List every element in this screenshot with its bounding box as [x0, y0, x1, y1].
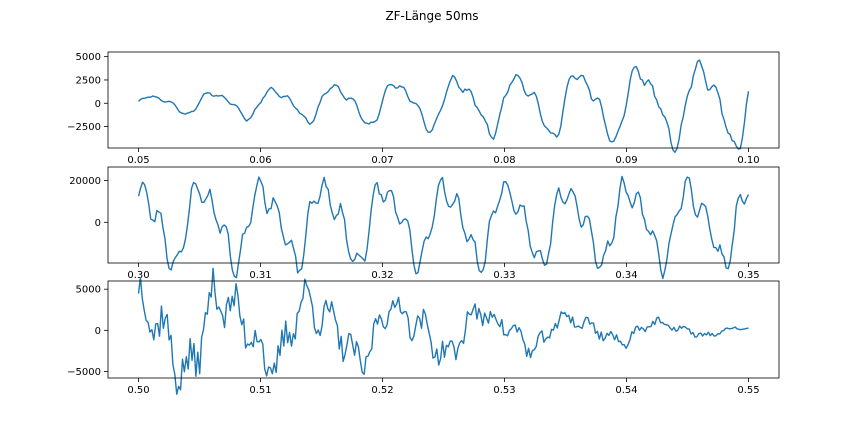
axes-frame [107, 51, 780, 149]
x-tick-label: 0.06 [249, 155, 271, 166]
y-tick-label: 20000 [69, 176, 101, 187]
x-tick-label: 0.53 [493, 385, 515, 396]
x-tick-label: 0.30 [127, 270, 149, 281]
y-tick-label: 0 [95, 99, 101, 110]
y-tick-label: −5000 [67, 367, 101, 378]
x-tick-label: 0.54 [615, 385, 637, 396]
x-tick-label: 0.07 [371, 155, 393, 166]
y-tick-label: 2500 [76, 75, 101, 86]
x-tick-label: 0.05 [127, 155, 149, 166]
x-tick-label: 0.52 [371, 385, 393, 396]
subplot-3: 0.50 0.51 0.52 0.53 0.54 0.55 −5000 0 5000 [67, 267, 780, 396]
axes-frame [107, 166, 780, 264]
y-tick-label: 5000 [76, 285, 101, 296]
subplot-1: 0.05 0.06 0.07 0.08 0.09 0.10 −2500 0 2500 5000 [67, 51, 780, 166]
x-tick-label: 0.33 [493, 270, 515, 281]
subplot-2: 0.30 0.31 0.32 0.33 0.34 0.35 0 20000 [69, 166, 780, 281]
x-tick-label: 0.10 [737, 155, 759, 166]
axes-frame [107, 280, 780, 379]
x-tick-label: 0.31 [249, 270, 271, 281]
x-tick-label: 0.34 [615, 270, 637, 281]
x-tick-label: 0.55 [737, 385, 759, 396]
y-tick-label: 0 [95, 326, 101, 337]
series-line [137, 267, 749, 395]
figure-title: ZF-Länge 50ms [385, 9, 478, 23]
x-tick-label: 0.51 [249, 385, 271, 396]
x-tick-label: 0.50 [127, 385, 149, 396]
x-tick-label: 0.09 [615, 155, 637, 166]
y-tick-label: 5000 [76, 52, 101, 63]
x-tick-label: 0.35 [737, 270, 759, 281]
series-line [138, 59, 750, 153]
x-tick-label: 0.08 [493, 155, 515, 166]
y-tick-label: 0 [95, 218, 101, 229]
y-tick-label: −2500 [67, 122, 101, 133]
x-tick-label: 0.32 [371, 270, 393, 281]
series-line [137, 175, 750, 280]
